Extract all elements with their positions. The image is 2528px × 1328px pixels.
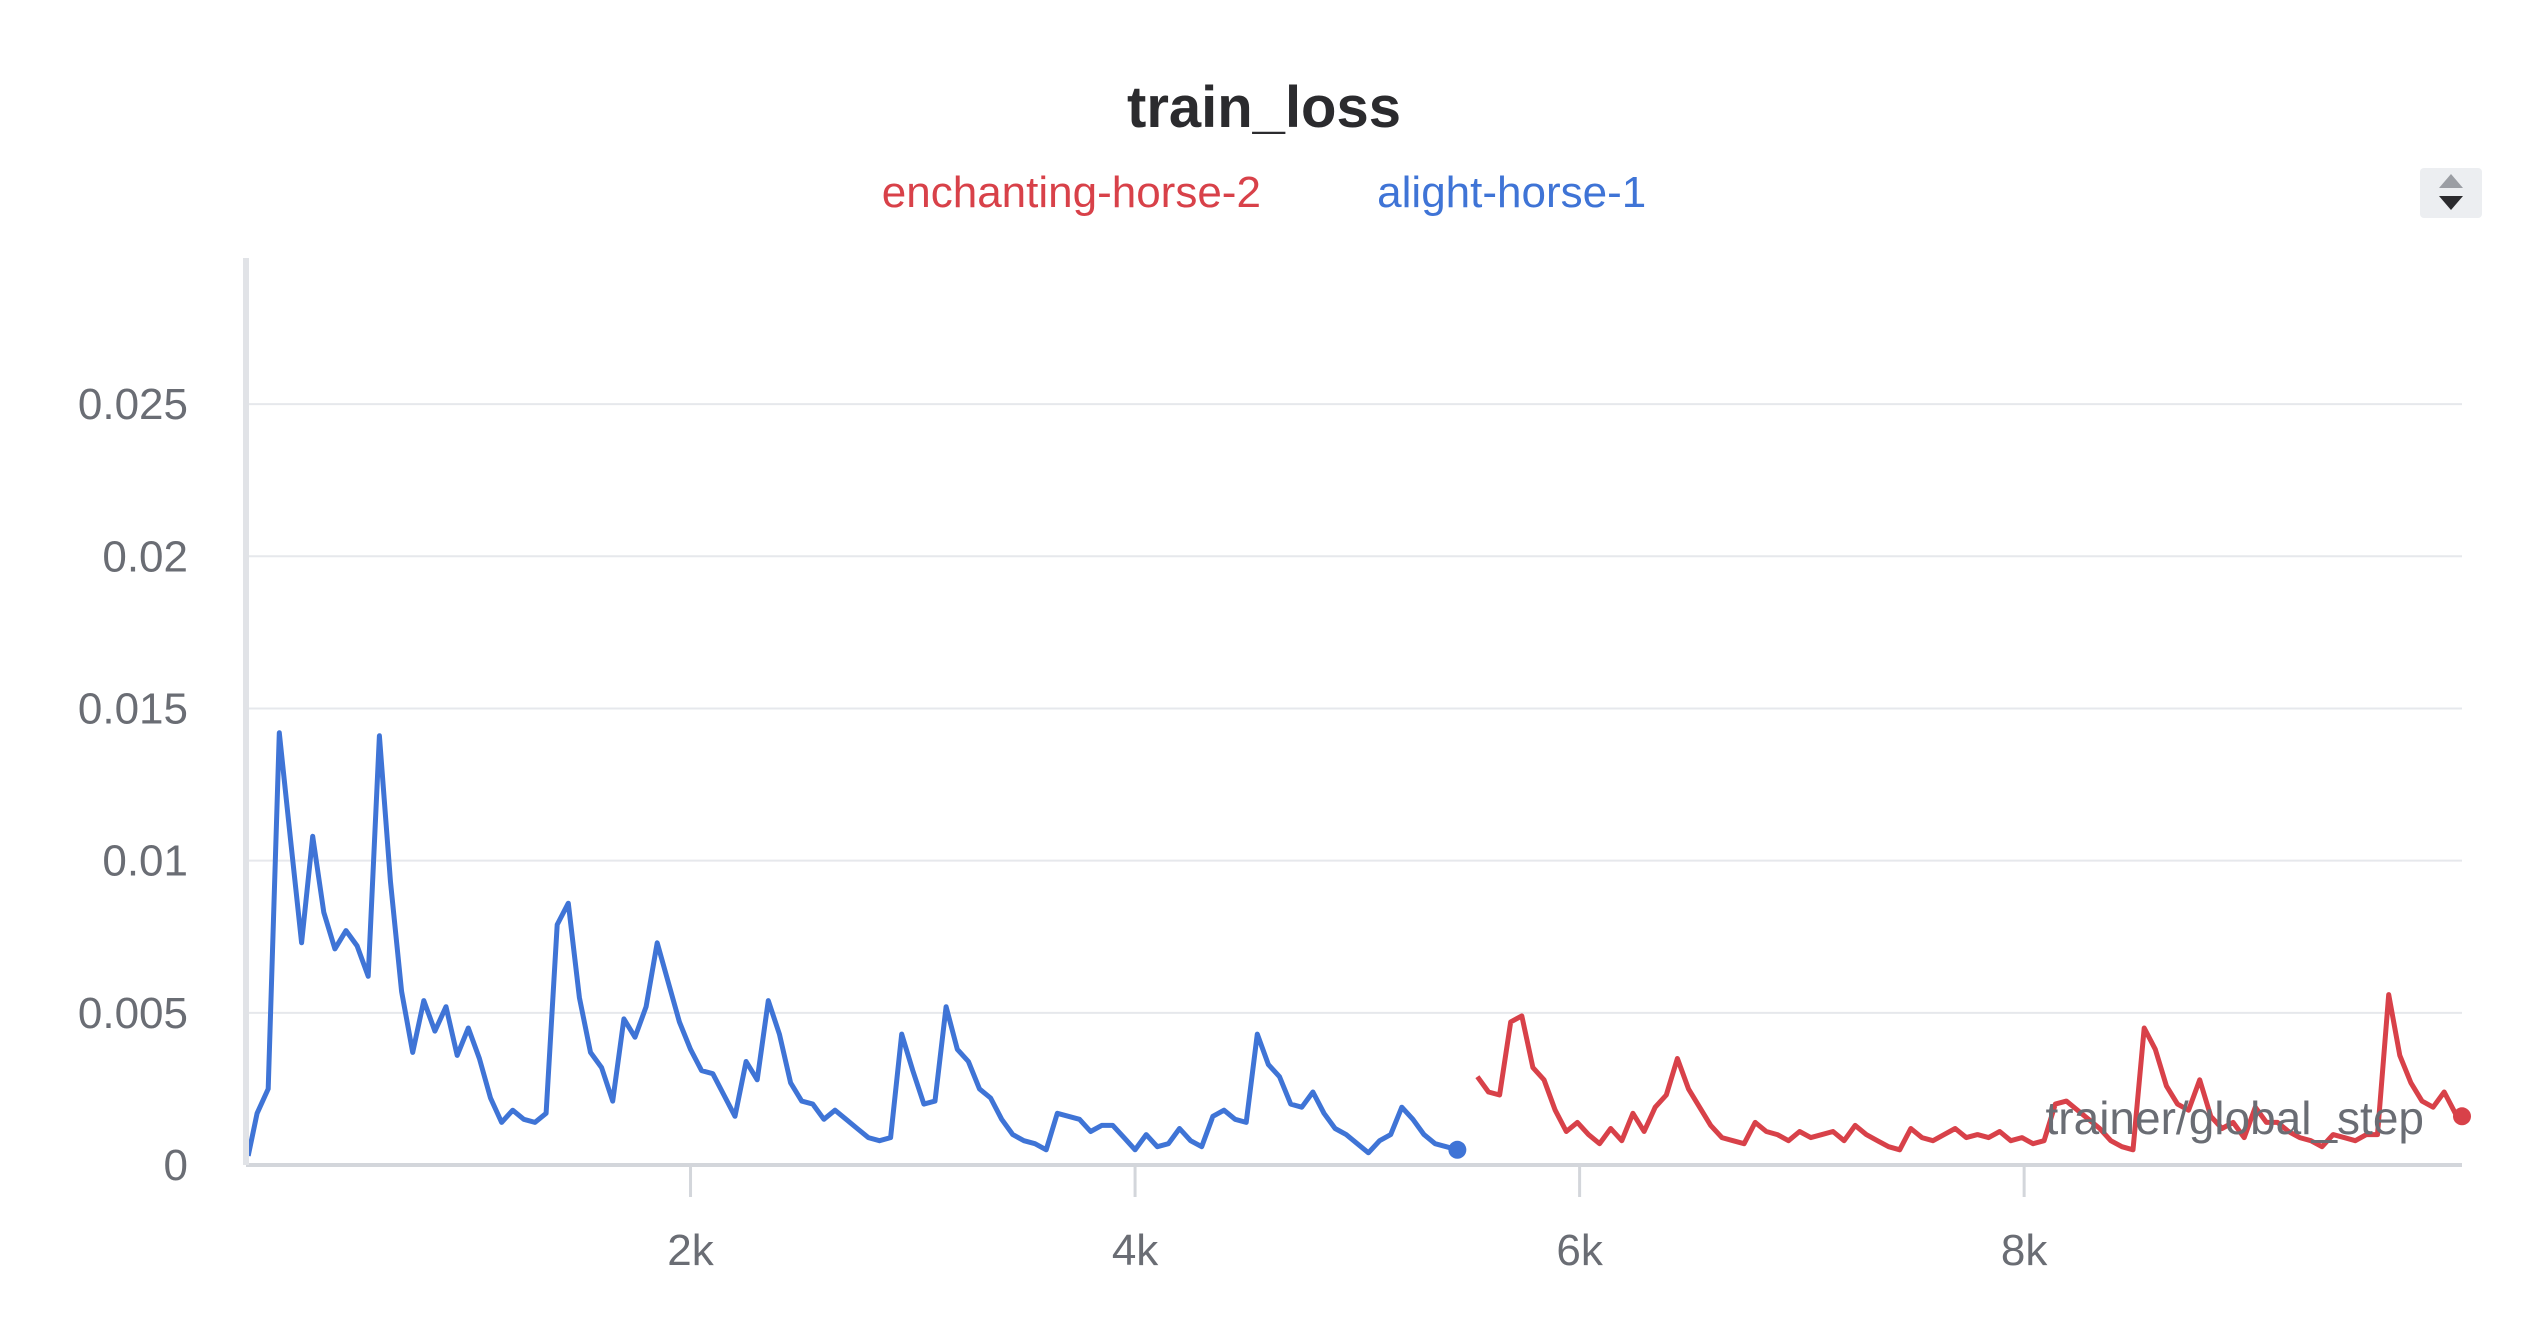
x-tick-label: 6k xyxy=(1556,1226,1603,1275)
x-axis-tick-labels: 2k 4k 6k 8k xyxy=(667,1226,2048,1275)
legend-item-alight-horse-1[interactable]: alight-horse-1 xyxy=(1377,168,1647,217)
y-tick-label: 0.02 xyxy=(102,532,188,581)
series-line-alight-horse-1[interactable] xyxy=(245,730,1459,1157)
chart-title: train_loss xyxy=(1127,75,1401,140)
y-tick-label: 0.015 xyxy=(78,684,188,733)
x-tick-label: 8k xyxy=(2001,1226,2048,1275)
x-tick-label: 2k xyxy=(667,1226,714,1275)
y-tick-label: 0.01 xyxy=(102,837,188,886)
series-end-point[interactable] xyxy=(2453,1107,2471,1126)
y-tick-label: 0 xyxy=(164,1141,188,1190)
y-axis-tick-labels: 0 0.005 0.01 0.015 0.02 0.025 xyxy=(78,380,188,1190)
y-tick-label: 0.025 xyxy=(78,380,188,429)
series-end-point[interactable] xyxy=(1448,1140,1467,1159)
x-tick-label: 4k xyxy=(1112,1226,1159,1275)
legend-item-enchanting-horse-2[interactable]: enchanting-horse-2 xyxy=(881,168,1261,217)
series-lines xyxy=(245,730,2471,1159)
triangle-down-icon[interactable] xyxy=(2439,196,2463,210)
series-line-enchanting-horse-2[interactable] xyxy=(1475,992,2464,1153)
y-tick-label: 0.005 xyxy=(78,989,188,1038)
grid-lines xyxy=(246,403,2462,1014)
triangle-up-icon[interactable] xyxy=(2439,174,2463,188)
legend: enchanting-horse-2 alight-horse-1 xyxy=(0,168,2528,218)
legend-scroll-control[interactable] xyxy=(2420,168,2482,218)
x-axis-title: trainer/global_step xyxy=(2046,1092,2424,1144)
axes xyxy=(243,258,2462,1197)
